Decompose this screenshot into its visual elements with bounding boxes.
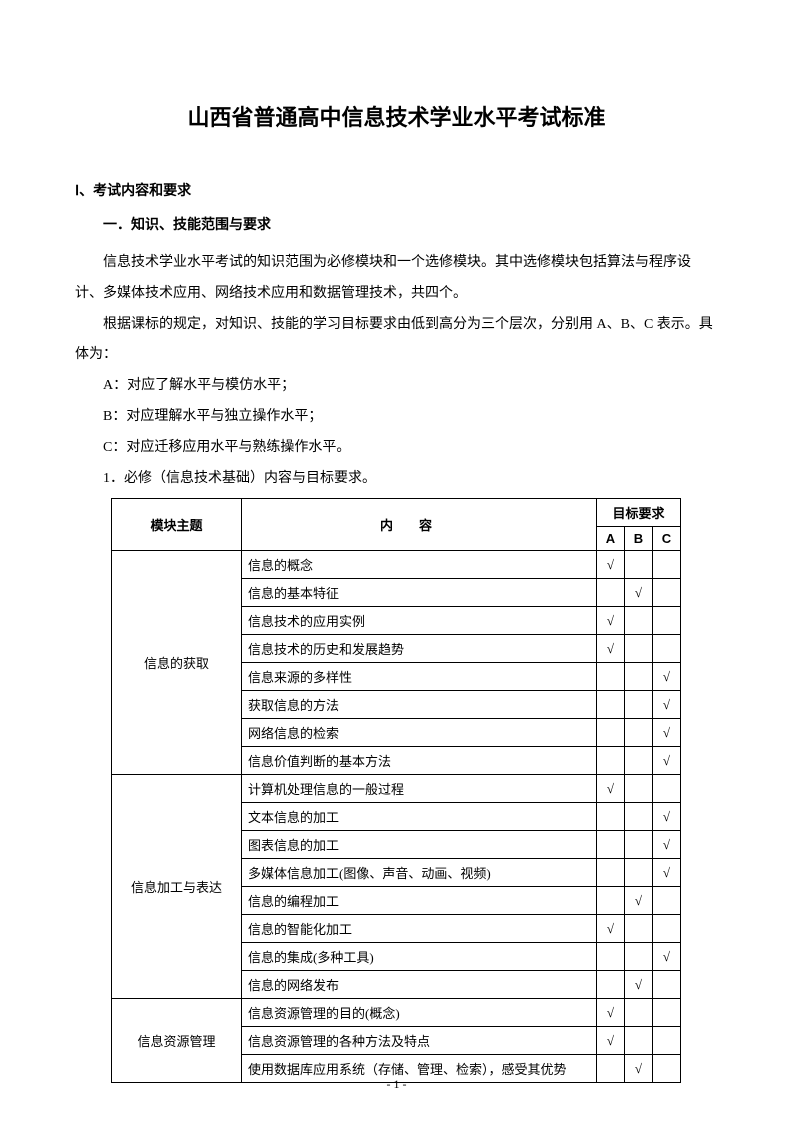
- cell-c: √: [653, 663, 681, 691]
- level-b: B：对应理解水平与独立操作水平；: [75, 402, 718, 433]
- cell-b: [625, 691, 653, 719]
- table-row: 信息加工与表达计算机处理信息的一般过程√: [112, 775, 681, 803]
- cell-b: √: [625, 579, 653, 607]
- cell-b: √: [625, 971, 653, 999]
- cell-c: √: [653, 691, 681, 719]
- cell-c: √: [653, 803, 681, 831]
- cell-c: [653, 971, 681, 999]
- cell-c: [653, 607, 681, 635]
- cell-b: [625, 663, 653, 691]
- cell-c: [653, 1027, 681, 1055]
- cell-content: 信息来源的多样性: [242, 663, 597, 691]
- cell-content: 信息价值判断的基本方法: [242, 747, 597, 775]
- sub-heading: 一．知识、技能范围与要求: [75, 214, 718, 234]
- cell-content: 信息的编程加工: [242, 887, 597, 915]
- cell-c: √: [653, 943, 681, 971]
- cell-a: [597, 971, 625, 999]
- cell-c: [653, 915, 681, 943]
- cell-a: [597, 747, 625, 775]
- th-content: 内容: [242, 499, 597, 551]
- cell-a: [597, 579, 625, 607]
- cell-c: √: [653, 859, 681, 887]
- cell-content: 信息的网络发布: [242, 971, 597, 999]
- cell-content: 获取信息的方法: [242, 691, 597, 719]
- cell-b: [625, 635, 653, 663]
- cell-a: √: [597, 1027, 625, 1055]
- document-page: 山西省普通高中信息技术学业水平考试标准 Ⅰ、考试内容和要求 一．知识、技能范围与…: [0, 0, 793, 1122]
- cell-c: √: [653, 831, 681, 859]
- table-header: 模块主题 内容 目标要求 A B C: [112, 499, 681, 551]
- th-b: B: [625, 527, 653, 551]
- level-a: A：对应了解水平与模仿水平；: [75, 371, 718, 402]
- cell-content: 多媒体信息加工(图像、声音、动画、视频): [242, 859, 597, 887]
- cell-b: [625, 607, 653, 635]
- cell-b: [625, 859, 653, 887]
- cell-a: [597, 803, 625, 831]
- page-title: 山西省普通高中信息技术学业水平考试标准: [75, 100, 718, 132]
- cell-c: [653, 775, 681, 803]
- cell-b: √: [625, 887, 653, 915]
- cell-topic: 信息资源管理: [112, 999, 242, 1083]
- cell-topic: 信息加工与表达: [112, 775, 242, 999]
- cell-a: √: [597, 607, 625, 635]
- cell-b: [625, 775, 653, 803]
- paragraph-2: 根据课标的规定，对知识、技能的学习目标要求由低到高分为三个层次，分别用 A、B、…: [75, 310, 718, 372]
- cell-a: [597, 887, 625, 915]
- cell-b: [625, 943, 653, 971]
- th-goal: 目标要求: [597, 499, 681, 527]
- cell-content: 信息的基本特征: [242, 579, 597, 607]
- cell-content: 信息资源管理的目的(概念): [242, 999, 597, 1027]
- cell-content: 信息技术的历史和发展趋势: [242, 635, 597, 663]
- cell-a: √: [597, 635, 625, 663]
- cell-topic: 信息的获取: [112, 551, 242, 775]
- cell-b: [625, 551, 653, 579]
- cell-a: [597, 719, 625, 747]
- requirements-table: 模块主题 内容 目标要求 A B C 信息的获取信息的概念√信息的基本特征√信息…: [111, 498, 681, 1083]
- cell-b: [625, 1027, 653, 1055]
- th-c: C: [653, 527, 681, 551]
- cell-a: [597, 831, 625, 859]
- th-topic: 模块主题: [112, 499, 242, 551]
- cell-a: √: [597, 551, 625, 579]
- cell-b: [625, 803, 653, 831]
- cell-content: 文本信息的加工: [242, 803, 597, 831]
- cell-content: 信息资源管理的各种方法及特点: [242, 1027, 597, 1055]
- cell-a: [597, 691, 625, 719]
- cell-content: 信息的概念: [242, 551, 597, 579]
- cell-a: [597, 943, 625, 971]
- cell-c: √: [653, 747, 681, 775]
- cell-b: [625, 915, 653, 943]
- cell-c: [653, 551, 681, 579]
- th-a: A: [597, 527, 625, 551]
- cell-a: [597, 859, 625, 887]
- cell-content: 计算机处理信息的一般过程: [242, 775, 597, 803]
- cell-content: 信息的集成(多种工具): [242, 943, 597, 971]
- cell-c: √: [653, 719, 681, 747]
- table-body: 信息的获取信息的概念√信息的基本特征√信息技术的应用实例√信息技术的历史和发展趋…: [112, 551, 681, 1083]
- cell-c: [653, 887, 681, 915]
- cell-a: [597, 663, 625, 691]
- cell-a: √: [597, 775, 625, 803]
- page-number: - 1 -: [0, 1077, 793, 1092]
- section-heading: Ⅰ、考试内容和要求: [75, 180, 718, 200]
- level-c: C：对应迁移应用水平与熟练操作水平。: [75, 433, 718, 464]
- cell-content: 网络信息的检索: [242, 719, 597, 747]
- cell-b: [625, 747, 653, 775]
- cell-content: 信息的智能化加工: [242, 915, 597, 943]
- cell-c: [653, 999, 681, 1027]
- cell-b: [625, 719, 653, 747]
- cell-content: 图表信息的加工: [242, 831, 597, 859]
- table-row: 信息资源管理信息资源管理的目的(概念)√: [112, 999, 681, 1027]
- paragraph-1: 信息技术学业水平考试的知识范围为必修模块和一个选修模块。其中选修模块包括算法与程…: [75, 248, 718, 310]
- cell-c: [653, 579, 681, 607]
- table-row: 信息的获取信息的概念√: [112, 551, 681, 579]
- cell-content: 信息技术的应用实例: [242, 607, 597, 635]
- cell-b: [625, 831, 653, 859]
- cell-a: √: [597, 999, 625, 1027]
- cell-b: [625, 999, 653, 1027]
- cell-a: √: [597, 915, 625, 943]
- cell-c: [653, 635, 681, 663]
- list-item-1: 1．必修（信息技术基础）内容与目标要求。: [75, 464, 718, 495]
